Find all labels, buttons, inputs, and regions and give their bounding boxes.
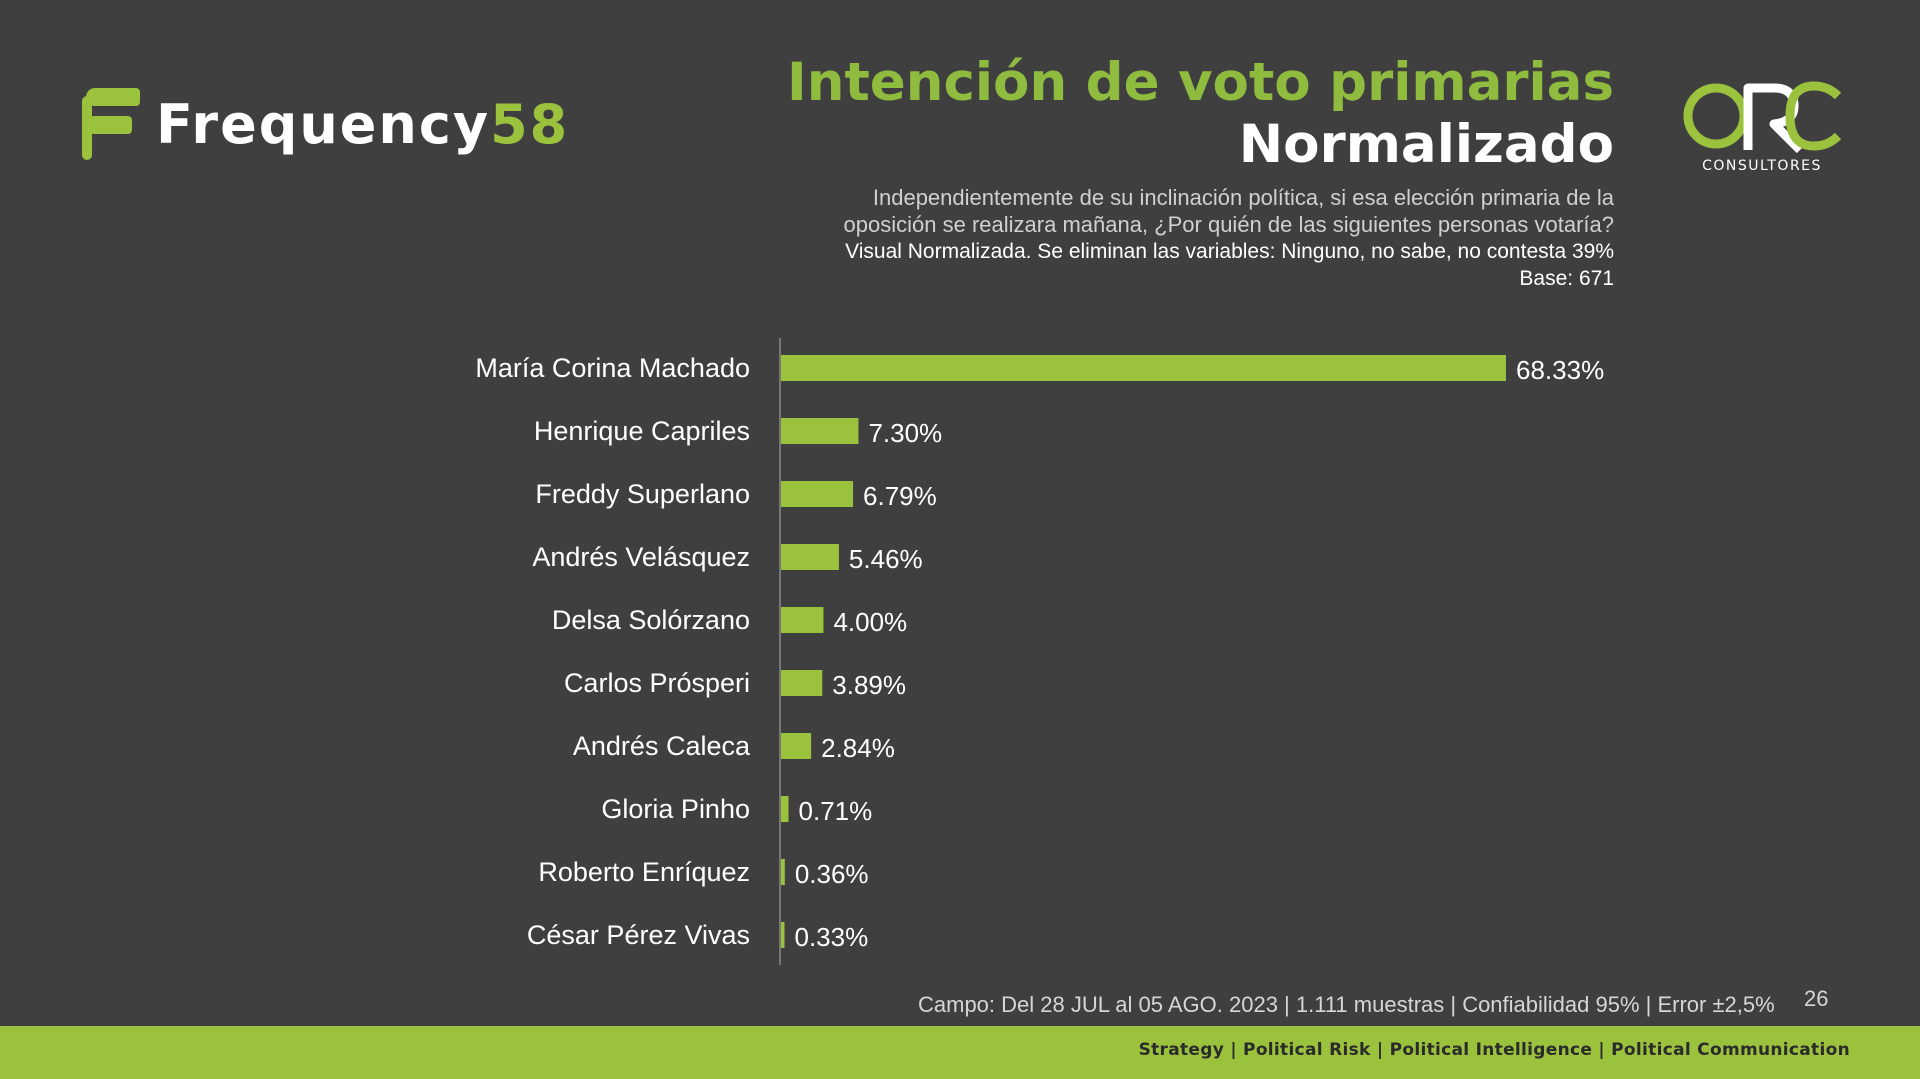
frequency58-logo: Frequency58 bbox=[78, 86, 569, 162]
data-label: 3.89% bbox=[832, 670, 906, 700]
category-label: Andrés Velásquez bbox=[532, 542, 750, 572]
category-label: María Corina Machado bbox=[475, 353, 750, 383]
bar-chart: María Corina Machado 68.33% Henrique Capri… bbox=[0, 330, 1920, 970]
page-number: 26 bbox=[1804, 986, 1829, 1011]
bar bbox=[781, 544, 839, 570]
data-label: 7.30% bbox=[868, 418, 942, 448]
bar-chart-svg: María Corina Machado 68.33% Henrique Capri… bbox=[475, 338, 1604, 965]
category-label: Andrés Caleca bbox=[573, 731, 751, 761]
category-label: Roberto Enríquez bbox=[538, 857, 750, 887]
normalization-note: Visual Normalizada. Se eliminan las vari… bbox=[845, 240, 1614, 263]
question-line-2: oposición se realizara mañana, ¿Por quié… bbox=[843, 212, 1614, 237]
data-label: 68.33% bbox=[1516, 355, 1604, 385]
bar bbox=[781, 481, 854, 507]
bar bbox=[781, 733, 812, 759]
category-label: Gloria Pinho bbox=[601, 794, 750, 824]
orc-consultores-logo: CONSULTORES bbox=[1682, 76, 1858, 174]
category-label: César Pérez Vivas bbox=[527, 920, 750, 950]
fieldwork-note: Campo: Del 28 JUL al 05 AGO. 2023 | 1.11… bbox=[918, 992, 1775, 1017]
bar bbox=[781, 670, 823, 696]
bar bbox=[781, 355, 1506, 381]
bar bbox=[781, 418, 859, 444]
data-label: 6.79% bbox=[863, 481, 937, 511]
data-label: 0.36% bbox=[795, 859, 869, 889]
bar bbox=[781, 922, 785, 948]
frequency-logo-text: Frequency58 bbox=[156, 92, 570, 156]
question-line-1: Independientemente de su inclinación pol… bbox=[872, 185, 1614, 210]
frequency-logo-icon bbox=[78, 86, 142, 162]
orc-logo-icon bbox=[1683, 81, 1842, 154]
title-block: Intención de voto primarias Normalizado bbox=[787, 50, 1614, 174]
data-label: 2.84% bbox=[821, 733, 895, 763]
category-label: Carlos Prósperi bbox=[564, 668, 750, 698]
page-title: Intención de voto primarias bbox=[787, 52, 1614, 113]
bar bbox=[781, 796, 789, 822]
category-label: Freddy Superlano bbox=[535, 479, 750, 509]
footer-tagline: Strategy | Political Risk | Political In… bbox=[1138, 1040, 1850, 1060]
orc-logo-subtitle: CONSULTORES bbox=[1702, 158, 1822, 174]
bar bbox=[781, 607, 824, 633]
base-count: Base: 671 bbox=[1519, 267, 1614, 290]
page-subtitle: Normalizado bbox=[1238, 114, 1614, 175]
data-label: 0.33% bbox=[795, 922, 869, 952]
data-label: 0.71% bbox=[799, 796, 873, 826]
footer-band: Strategy | Political Risk | Political In… bbox=[0, 1026, 1920, 1079]
chart-description: Independientemente de su inclinación pol… bbox=[614, 184, 1614, 292]
data-label: 5.46% bbox=[849, 544, 923, 574]
data-label: 4.00% bbox=[833, 607, 907, 637]
bar bbox=[781, 859, 785, 885]
category-label: Henrique Capriles bbox=[534, 416, 750, 446]
category-label: Delsa Solórzano bbox=[552, 605, 750, 635]
